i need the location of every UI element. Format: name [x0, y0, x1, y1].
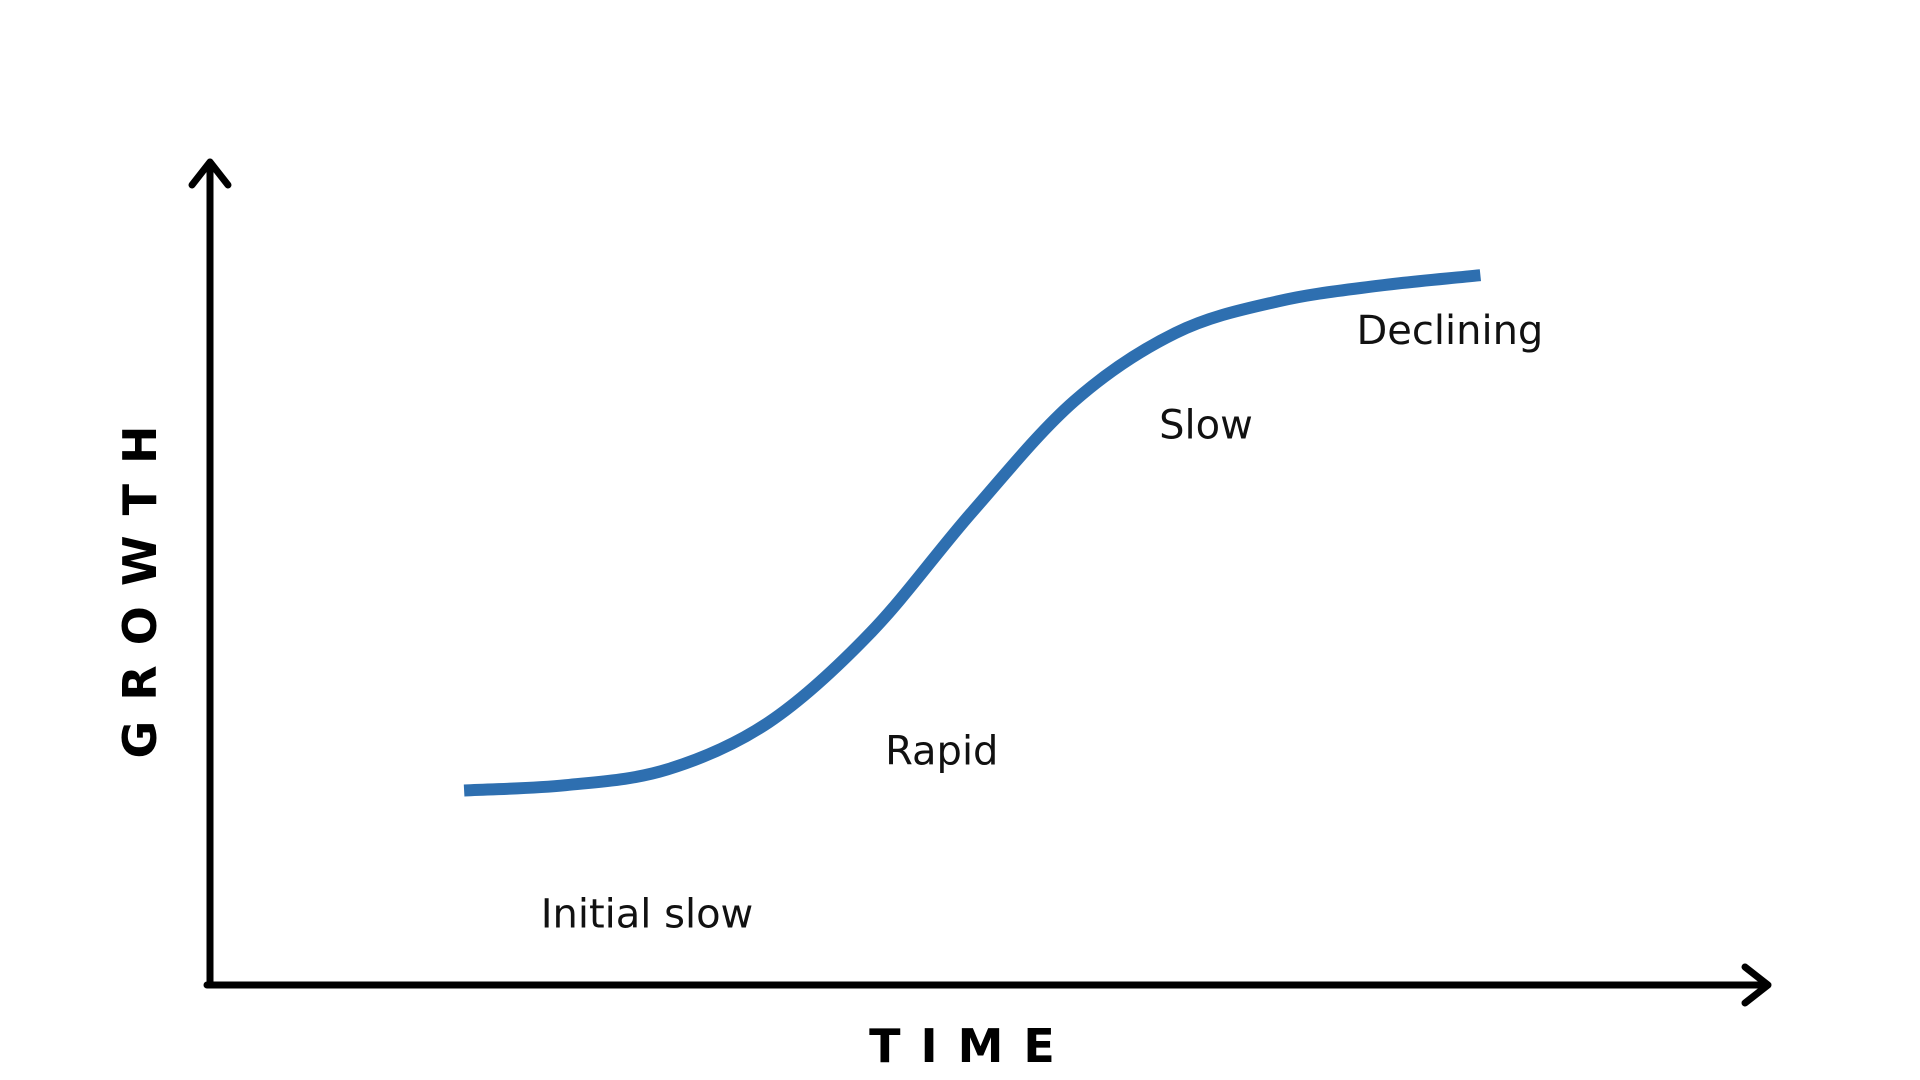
phase-label-3: Declining [1356, 308, 1543, 354]
x-axis-arrowhead [1741, 963, 1772, 1007]
x-axis-label: TIME [869, 1019, 1075, 1073]
axes [188, 158, 1772, 1007]
phase-label-1: Rapid [885, 729, 998, 775]
y-axis-arrowhead [188, 158, 232, 189]
series-layer [463, 269, 1482, 797]
phase-label-2: Slow [1159, 403, 1253, 449]
annotation-layer: Initial slow Rapid Slow Declining [541, 308, 1544, 938]
y-axis-label: GROWTH [113, 406, 167, 759]
series-line-0 [463, 269, 1482, 797]
phase-label-0: Initial slow [541, 892, 754, 938]
